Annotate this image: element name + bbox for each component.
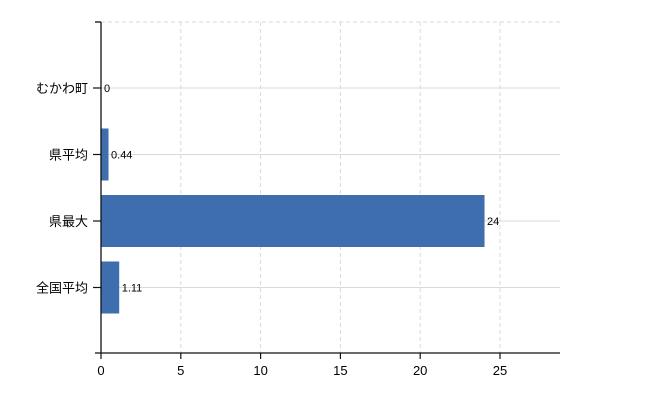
bar-value-label: 24 (487, 216, 499, 228)
category-label: 県平均 (49, 148, 88, 163)
x-tick-label: 15 (333, 363, 347, 378)
category-label: 県最大 (49, 214, 88, 229)
x-tick-label: 25 (493, 363, 507, 378)
x-tick-label: 5 (177, 363, 184, 378)
category-label: むかわ町 (36, 81, 88, 96)
bar-value-label: 0.44 (111, 150, 132, 162)
x-tick-label: 0 (97, 363, 104, 378)
x-tick-label: 20 (413, 363, 427, 378)
category-label: 全国平均 (36, 281, 88, 296)
bar-value-label: 0 (104, 83, 110, 95)
bar (101, 128, 109, 181)
bar (101, 195, 485, 247)
x-tick-label: 10 (253, 363, 267, 378)
bar-value-label: 1.11 (122, 283, 143, 295)
bar (101, 261, 120, 314)
